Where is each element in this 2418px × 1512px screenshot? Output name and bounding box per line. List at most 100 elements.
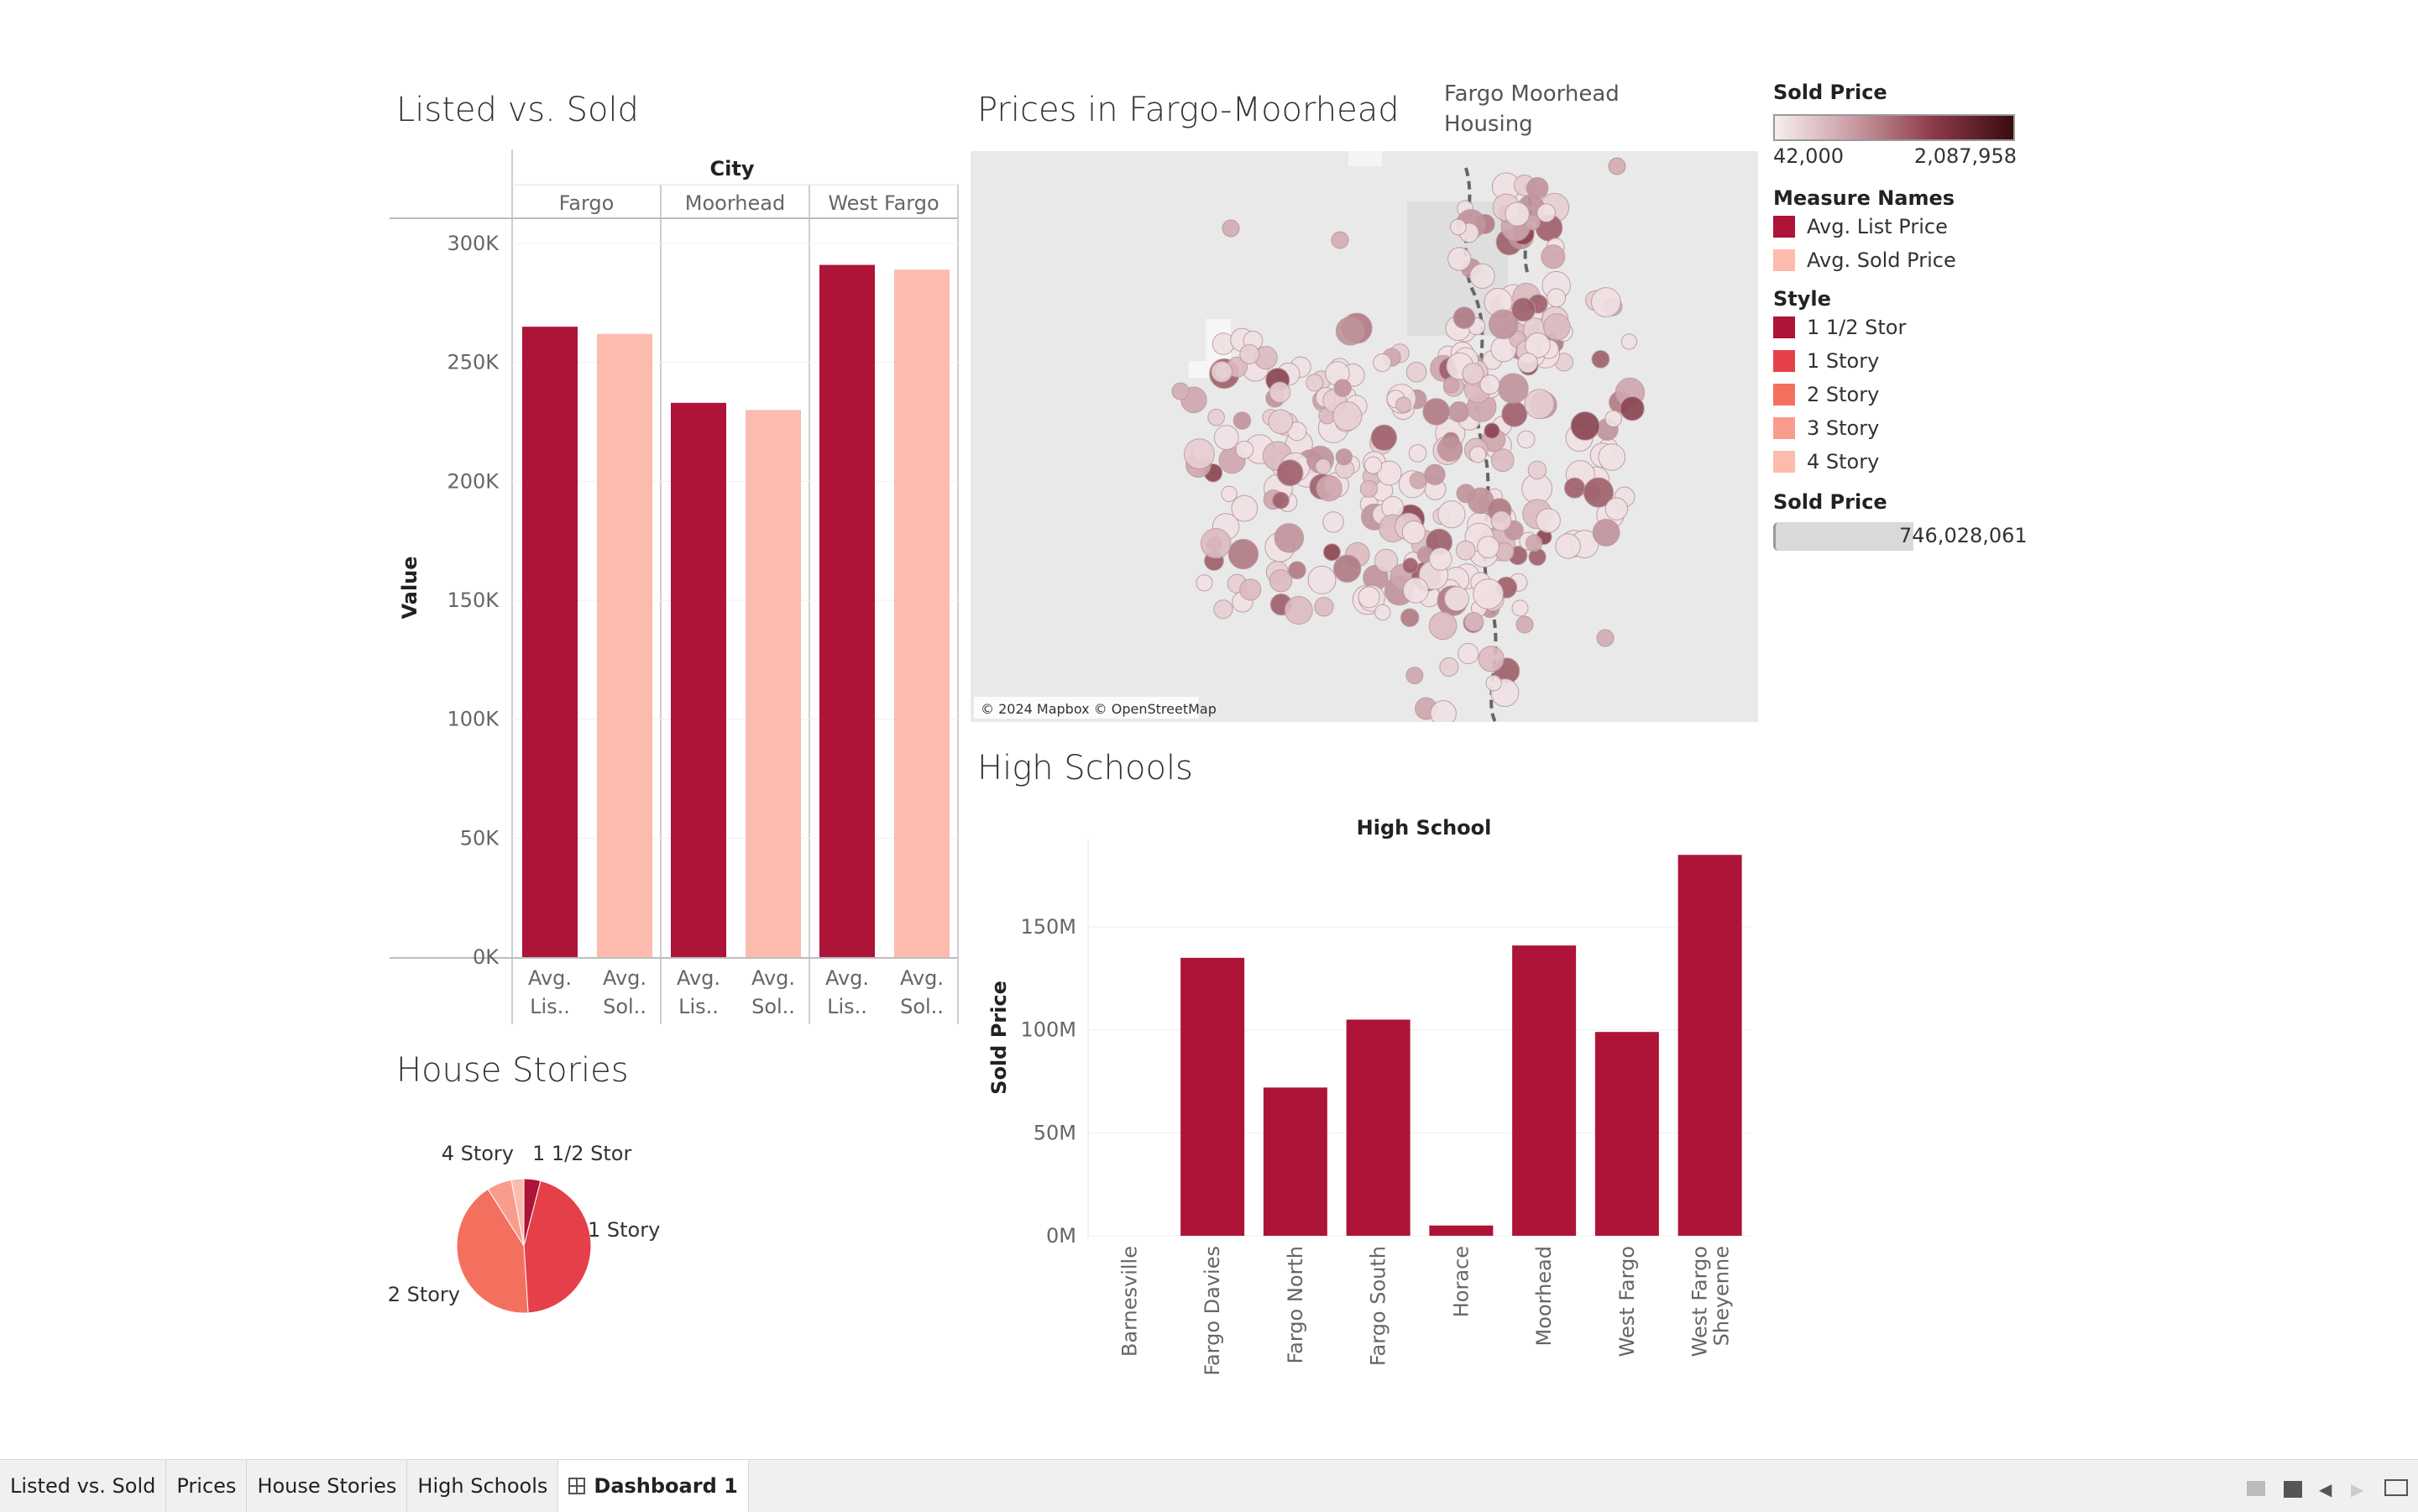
measure-names-legend-item[interactable]: Avg. Sold Price — [1773, 243, 2025, 277]
gradient-max-label: 2,087,958 — [1913, 144, 2017, 168]
listing-point — [1458, 642, 1479, 665]
listing-point — [1322, 543, 1341, 562]
bar-label-suffix: Sol.. — [603, 995, 646, 1018]
listing-point — [1272, 491, 1290, 510]
listing-point — [1437, 500, 1466, 529]
x-tick-label: West Fargo — [1615, 1246, 1639, 1357]
listing-point — [1473, 578, 1505, 610]
pie-label: 1 1/2 Stor — [532, 1142, 631, 1165]
listing-point — [1604, 410, 1623, 428]
map-subtitle: Fargo Moorhead Housing — [1444, 79, 1620, 139]
measure-names-legend-item[interactable]: Avg. List Price — [1773, 210, 2025, 243]
listing-point — [1422, 398, 1451, 426]
style-legend-label: 2 Story — [1807, 383, 1880, 406]
measure-names-legend-swatch — [1773, 216, 1795, 238]
listing-point — [1543, 313, 1571, 341]
tab-house-stories[interactable]: House Stories — [247, 1460, 408, 1512]
y-tick-label: 0K — [473, 945, 500, 969]
listed-vs-sold-chart: City 0K 50K 100K 150K 200K 250K 300K Fargo Avg. L… — [390, 149, 959, 1024]
x-tick-label: Horace — [1449, 1246, 1473, 1317]
style-legend: 1 1/2 Stor 1 Story 2 Story 3 Story 4 Story — [1773, 311, 2025, 479]
tab-high-schools[interactable]: High Schools — [407, 1460, 559, 1512]
listing-point — [1405, 361, 1427, 383]
filmstrip-icon[interactable] — [2247, 1481, 2265, 1496]
listing-point — [1591, 287, 1621, 317]
style-legend-item[interactable]: 1 Story — [1773, 344, 2025, 378]
y-tick-label: 50M — [1034, 1121, 1076, 1144]
size-legend-value: 746,028,061 — [1899, 524, 2028, 547]
listing-point — [1620, 396, 1645, 421]
listing-point — [1374, 604, 1391, 621]
bar-label-prefix: Avg. — [825, 966, 869, 990]
listing-point — [1488, 309, 1519, 340]
listing-point — [1331, 231, 1349, 249]
style-legend-item[interactable]: 2 Story — [1773, 378, 2025, 411]
listing-point — [1596, 629, 1615, 647]
listing-point — [1307, 565, 1337, 594]
listing-point — [1450, 218, 1467, 236]
listing-point — [1222, 219, 1240, 238]
map-attribution: © 2024 Mapbox © OpenStreetMap — [981, 701, 1217, 717]
sold-price-size-legend[interactable]: 746,028,061 — [1773, 522, 2028, 551]
bar-label-suffix: Sol.. — [900, 995, 944, 1018]
bar-fargo-sold — [597, 333, 652, 957]
city-header-fargo: Fargo — [559, 191, 615, 215]
x-tick-label: Fargo North — [1284, 1246, 1307, 1363]
listing-point — [1469, 263, 1495, 290]
listing-point — [1306, 374, 1324, 392]
single-sheet-icon[interactable] — [2284, 1481, 2302, 1498]
listing-point — [1316, 475, 1342, 502]
house-stories-pie[interactable]: 1 1/2 Stor 1 Story 2 Story 4 Story — [386, 1125, 722, 1343]
presentation-mode-icon[interactable] — [2384, 1479, 2408, 1496]
y-tick-label: 300K — [447, 232, 500, 255]
prices-map-title: Prices in Fargo-Moorhead — [977, 91, 1400, 129]
listing-point — [1620, 333, 1638, 350]
style-legend-swatch — [1773, 317, 1795, 338]
listing-point — [1430, 700, 1457, 722]
sold-price-size-legend-title: Sold Price — [1773, 490, 1887, 514]
listing-point — [1455, 540, 1476, 561]
bar-label-suffix: Lis.. — [678, 995, 719, 1018]
listing-point — [1536, 508, 1561, 533]
gradient-min-label: 42,000 — [1773, 144, 1844, 168]
listing-point — [1322, 511, 1344, 533]
listing-point — [1428, 611, 1458, 641]
pie-label: 1 Story — [588, 1218, 660, 1242]
map-subtitle-line2: Housing — [1444, 112, 1533, 137]
listing-point — [1201, 528, 1232, 559]
value-axis-label: Value — [398, 556, 421, 619]
listing-point — [1363, 456, 1383, 474]
listing-point — [1442, 377, 1460, 394]
listing-point — [1541, 244, 1566, 269]
tab-listed-vs-sold[interactable]: Listed vs. Sold — [0, 1460, 167, 1512]
sold-price-gradient[interactable] — [1773, 114, 2015, 141]
bar-moorhead-sold — [746, 410, 801, 957]
y-tick-label: 200K — [447, 469, 500, 493]
bar-label-prefix: Avg. — [677, 966, 720, 990]
listing-point — [1515, 615, 1534, 634]
listing-point — [1478, 646, 1505, 672]
measure-names-legend: Avg. List Price Avg. Sold Price — [1773, 210, 2025, 277]
tab-dashboard-1[interactable]: Dashboard 1 — [558, 1460, 749, 1512]
listing-point — [1227, 538, 1259, 570]
pie-label: 4 Story — [442, 1142, 514, 1165]
measure-names-legend-label: Avg. Sold Price — [1807, 249, 1956, 272]
style-legend-swatch — [1773, 451, 1795, 473]
next-sheet-icon[interactable]: ▶ — [2351, 1479, 2364, 1499]
listing-point — [1479, 374, 1500, 395]
tab-prices[interactable]: Prices — [166, 1460, 248, 1512]
listing-point — [1524, 389, 1555, 420]
listing-point — [1269, 381, 1291, 404]
listing-point — [1563, 477, 1586, 499]
prev-sheet-icon[interactable]: ◀ — [2319, 1479, 2332, 1499]
prices-map[interactable]: © 2024 Mapbox © OpenStreetMap — [971, 151, 1758, 722]
style-legend-item[interactable]: 3 Story — [1773, 411, 2025, 445]
listing-point — [1505, 201, 1530, 227]
listing-point — [1490, 448, 1515, 473]
bar-label-prefix: Avg. — [751, 966, 795, 990]
style-legend-item[interactable]: 4 Story — [1773, 445, 2025, 479]
style-legend-swatch — [1773, 384, 1795, 405]
map-background — [971, 151, 1758, 722]
listing-point — [1456, 484, 1476, 504]
style-legend-item[interactable]: 1 1/2 Stor — [1773, 311, 2025, 344]
